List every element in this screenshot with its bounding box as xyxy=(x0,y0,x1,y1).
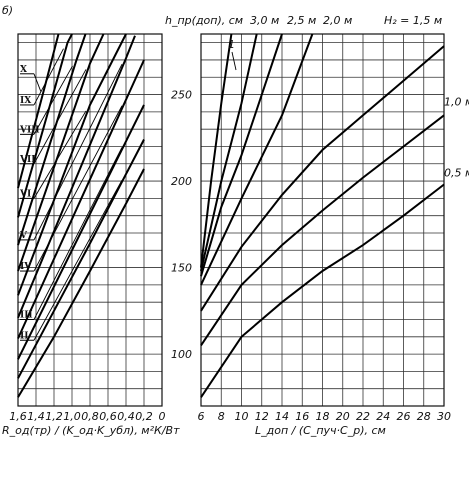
callout-leader xyxy=(33,48,64,106)
right-curve-0-5m xyxy=(200,183,445,398)
left-x-tick: 1,2 xyxy=(45,410,63,423)
curve-label-0-5m: 0,5 м xyxy=(444,166,469,179)
right-x-tick: 20 xyxy=(336,410,350,423)
right-x-axis-title: L_доп / (C_пуч·C_р), см xyxy=(255,424,386,437)
right-curve-3-0m xyxy=(200,33,258,272)
right-curve-1 xyxy=(200,33,233,268)
right-panel-curves xyxy=(200,33,445,398)
left-panel-frame xyxy=(17,33,163,407)
left-curve-vii xyxy=(17,33,105,272)
curve-1-leader xyxy=(231,51,237,71)
left-x-tick: 0 xyxy=(159,410,166,423)
left-x-tick: 0,6 xyxy=(99,410,117,423)
left-x-tick: 0,2 xyxy=(135,410,153,423)
curve-label-3-0m: 3,0 м xyxy=(250,14,279,27)
curve-label-1: 1 xyxy=(228,38,235,51)
callout-label-viii: VIII xyxy=(19,125,40,135)
left-panel-curves xyxy=(17,33,145,398)
callout-label-v: V xyxy=(19,231,28,241)
y-tick: 200 xyxy=(171,175,192,188)
callout-label-ii: II xyxy=(20,331,28,341)
left-x-tick: 0,4 xyxy=(117,410,135,423)
right-x-tick: 24 xyxy=(376,410,390,423)
y-tick: 150 xyxy=(171,262,192,275)
panel-letter: б) xyxy=(2,4,13,17)
callout-leader xyxy=(33,105,123,272)
y-axis-title: h_пр(доп), см xyxy=(165,14,243,27)
right-x-tick: 8 xyxy=(218,410,225,423)
left-curve-i xyxy=(17,168,145,398)
left-x-axis-title: R_од(тр) / (K_од·K_убл), м²К/Вт xyxy=(2,424,180,437)
right-x-tick: 30 xyxy=(437,410,451,423)
left-curve-iii xyxy=(17,104,145,360)
left-x-tick: 1,0 xyxy=(63,410,81,423)
y-tick: 100 xyxy=(171,348,192,361)
right-panel-frame xyxy=(200,33,445,407)
callout-leader xyxy=(33,69,87,164)
callout-label-ix: IX xyxy=(20,96,31,106)
right-x-tick: 18 xyxy=(316,410,330,423)
right-x-tick: 6 xyxy=(198,410,205,423)
left-curve-viii xyxy=(17,33,87,246)
left-x-tick: 1,4 xyxy=(27,410,45,423)
right-curve-2-5m xyxy=(200,33,283,277)
right-curve-1-5m xyxy=(200,45,445,312)
right-x-tick: 16 xyxy=(295,410,309,423)
right-x-tick: 22 xyxy=(356,410,370,423)
callout-label-vii: VII xyxy=(19,155,35,165)
right-x-tick: 26 xyxy=(397,410,411,423)
left-panel-grid xyxy=(17,34,163,406)
left-curve-x xyxy=(17,33,60,189)
callout-leader xyxy=(33,179,123,341)
curve-label-h-1-5m: H₂ = 1,5 м xyxy=(384,14,442,27)
callout-leader xyxy=(33,73,42,93)
left-curve-v xyxy=(17,35,136,319)
left-curve-iv xyxy=(17,59,145,339)
left-x-tick: 1,6 xyxy=(9,410,27,423)
tick-labels: 1,6 1,4 1,2 1,0 0,8 0,6 0,4 0,2 0 6 8 10 12 14 16 18 20 2… xyxy=(9,89,451,423)
right-x-tick: 14 xyxy=(275,410,289,423)
right-x-tick: 28 xyxy=(417,410,431,423)
y-tick: 250 xyxy=(171,89,192,102)
curve-label-2-0m: 2,0 м xyxy=(323,14,352,27)
callout-leader xyxy=(33,65,73,135)
right-x-tick: 12 xyxy=(255,410,269,423)
axis-titles: б) h_пр(доп), см R_од(тр) / (K_од·K_убл), … xyxy=(2,4,469,437)
left-curve-vi xyxy=(17,33,127,296)
right-curve-1-0m xyxy=(200,114,445,346)
left-x-tick: 0,8 xyxy=(81,410,99,423)
callout-label-iii: III xyxy=(20,310,33,320)
callout-leader xyxy=(33,110,87,199)
right-panel-grid xyxy=(200,34,445,406)
curve-label-1-0m: 1,0 м xyxy=(444,95,469,108)
right-x-tick: 10 xyxy=(235,410,249,423)
callout-leader xyxy=(33,147,123,320)
panel-frames xyxy=(17,33,445,407)
callout-label-iv: IV xyxy=(20,262,32,272)
left-curve-ii xyxy=(17,139,145,379)
callout-label-vi: VI xyxy=(19,189,31,199)
callout-leader xyxy=(33,64,123,241)
callout-label-x: X xyxy=(20,65,27,75)
curve-label-2-5m: 2,5 м xyxy=(287,14,316,27)
right-curve-2-0m xyxy=(200,33,314,286)
left-curve-ix xyxy=(17,33,73,218)
